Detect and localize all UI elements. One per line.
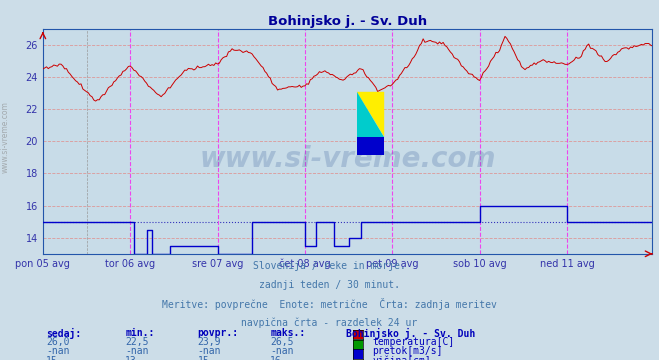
Text: -nan: -nan — [198, 346, 221, 356]
Text: Slovenija / reke in morje.: Slovenija / reke in morje. — [253, 261, 406, 271]
Text: 22,5: 22,5 — [125, 337, 149, 347]
Text: 15: 15 — [198, 356, 210, 360]
Text: pretok[m3/s]: pretok[m3/s] — [372, 346, 443, 356]
Text: 23,9: 23,9 — [198, 337, 221, 347]
Polygon shape — [357, 92, 384, 137]
Text: www.si-vreme.com: www.si-vreme.com — [200, 145, 496, 173]
Text: 13: 13 — [125, 356, 137, 360]
Text: povpr.:: povpr.: — [198, 328, 239, 338]
Text: min.:: min.: — [125, 328, 155, 338]
Text: 15: 15 — [46, 356, 58, 360]
Text: Bohinjsko j. - Sv. Duh: Bohinjsko j. - Sv. Duh — [346, 328, 475, 339]
Text: sedaj:: sedaj: — [46, 328, 81, 339]
Text: navpična črta - razdelek 24 ur: navpična črta - razdelek 24 ur — [241, 317, 418, 328]
Text: -nan: -nan — [125, 346, 149, 356]
Text: maks.:: maks.: — [270, 328, 305, 338]
Text: temperatura[C]: temperatura[C] — [372, 337, 455, 347]
Text: 26,5: 26,5 — [270, 337, 294, 347]
Text: 26,0: 26,0 — [46, 337, 70, 347]
Text: Meritve: povprečne  Enote: metrične  Črta: zadnja meritev: Meritve: povprečne Enote: metrične Črta:… — [162, 298, 497, 310]
Text: -nan: -nan — [46, 346, 70, 356]
Title: Bohinjsko j. - Sv. Duh: Bohinjsko j. - Sv. Duh — [268, 15, 427, 28]
Text: zadnji teden / 30 minut.: zadnji teden / 30 minut. — [259, 280, 400, 290]
Text: 16: 16 — [270, 356, 282, 360]
Bar — [357, 137, 384, 155]
Text: višina[cm]: višina[cm] — [372, 356, 431, 360]
Text: -nan: -nan — [270, 346, 294, 356]
Text: www.si-vreme.com: www.si-vreme.com — [1, 101, 10, 173]
Polygon shape — [357, 92, 384, 137]
